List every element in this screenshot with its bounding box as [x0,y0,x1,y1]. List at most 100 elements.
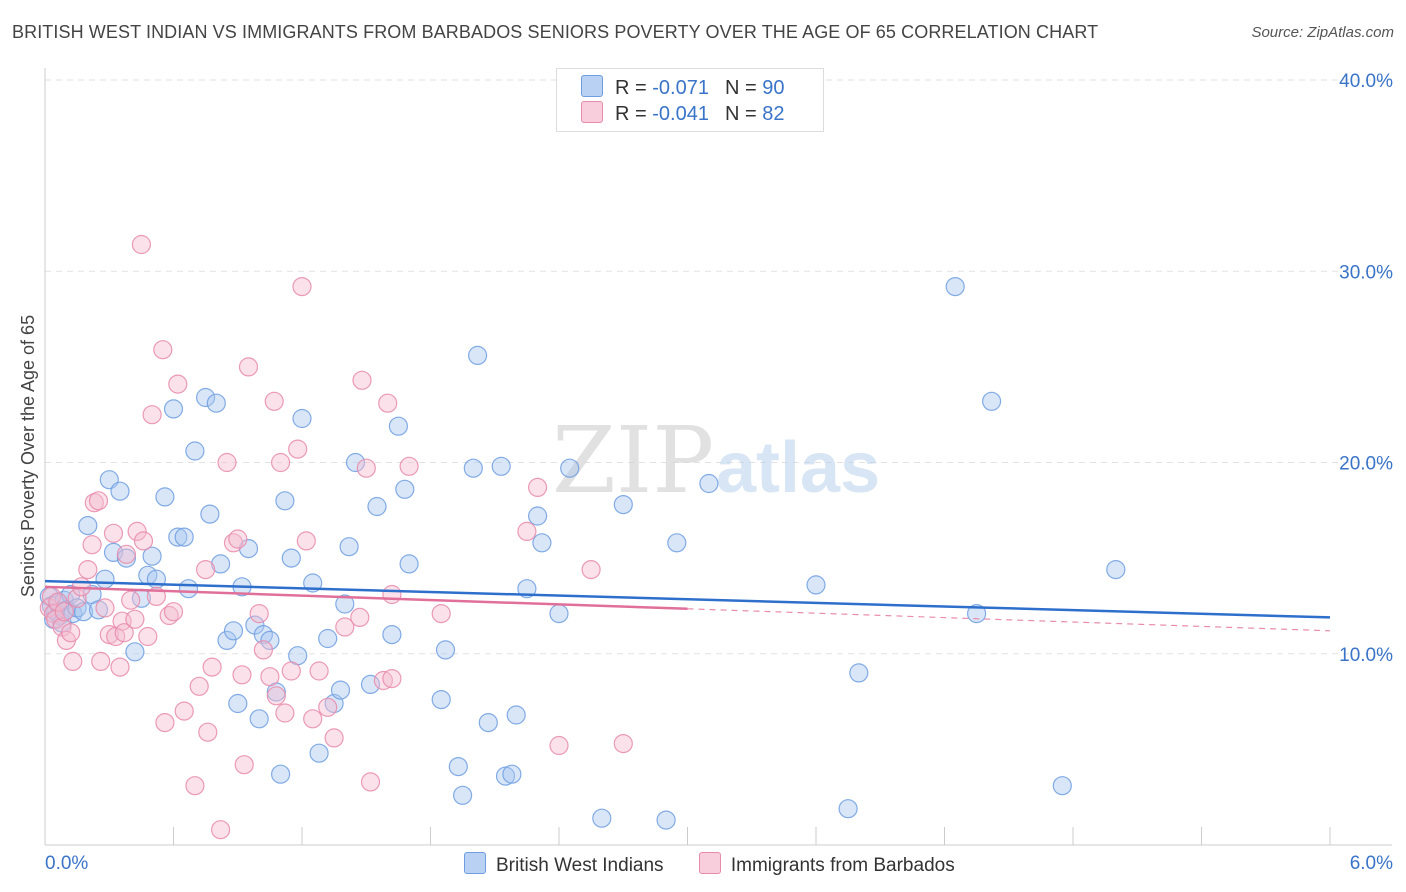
data-point [292,277,312,297]
data-point [382,668,402,689]
series-legend: British West Indians Immigrants from Bar… [464,852,985,877]
data-point [63,651,83,672]
data-point [110,657,130,677]
data-point [266,686,286,706]
data-point [468,345,488,365]
data-point [91,651,111,672]
data-point [202,657,222,677]
data-point [356,458,376,478]
data-point [217,452,237,473]
data-point [532,533,552,553]
data-point [560,458,580,478]
x-tick-labels: 0.0% 6.0% [45,853,1393,874]
data-point [491,456,511,476]
data-point [527,477,548,497]
data-point [200,504,220,524]
r-value-blue: -0.071 [652,77,709,99]
data-point [253,640,273,660]
y-tick-label: 30.0% [1339,262,1393,283]
y-tick-labels: 10.0% 20.0% 30.0% 40.0% [1339,71,1393,666]
data-point [228,693,248,714]
n-value-pink: 82 [762,103,785,125]
data-point [699,473,719,494]
data-point [945,277,965,297]
data-point [318,697,338,717]
legend-swatch-blue [464,852,486,874]
data-point [478,712,498,733]
data-point [264,391,284,411]
data-point [324,728,344,748]
data-point [613,733,633,754]
trend-line-immigrants-from-barbados-extension [687,608,1331,632]
data-point [163,602,184,622]
data-point [966,603,987,624]
data-point [395,479,415,499]
data-point [309,661,329,681]
data-point [448,756,468,777]
data-point [453,785,473,805]
legend-item-immigrants-from-barbados[interactable]: Immigrants from Barbados [698,852,955,877]
data-point [339,537,359,557]
data-point [196,387,216,408]
legend-item-british-west-indians[interactable]: British West Indians [464,852,664,877]
data-point [303,709,323,729]
data-point [142,405,162,425]
data-point [431,603,451,624]
data-point [131,234,151,255]
stats-row-british-west-indians: R = -0.071 N = 90 [581,75,784,101]
data-point [198,722,218,742]
data-point [502,764,522,784]
data-point [335,617,355,637]
data-point [981,391,1002,411]
data-point [838,799,858,819]
data-point [350,607,370,628]
data-point [378,393,398,413]
data-point [196,559,216,580]
data-point [48,592,68,612]
data-point [211,554,231,574]
data-point [367,496,387,517]
data-point [318,628,338,649]
data-point [292,408,312,429]
data-point [138,626,158,647]
data-point [78,559,98,580]
trend-lines [44,579,1331,632]
data-point [382,584,402,605]
data-point [206,393,226,413]
data-point [189,676,209,696]
data-point [288,439,308,459]
data-point [185,776,205,796]
data-point [345,452,366,473]
data-point [309,743,329,763]
legend-swatch-pink [581,101,603,123]
data-point [217,630,237,651]
data-point [281,661,301,681]
data-point [382,624,402,645]
watermark-atlas: atlas [716,428,880,508]
axes [44,68,1392,846]
data-point [103,523,124,543]
data-point [155,487,175,507]
data-point [592,808,612,828]
data-point [88,491,109,511]
data-point [399,554,419,574]
data-point [95,569,115,589]
data-point [95,598,115,618]
data-point [249,709,269,729]
data-point [656,810,676,830]
data-point [127,521,147,542]
data-point [238,357,259,377]
data-point [667,533,687,553]
data-point [82,535,102,555]
data-point [163,399,184,419]
data-point [399,456,419,476]
data-point [232,665,252,685]
legend-swatch-blue [581,75,603,97]
data-point [174,527,194,547]
data-point [463,458,483,478]
watermark: ZIP atlas [552,407,880,514]
data-point [271,452,291,473]
data-point [228,529,248,549]
data-point [153,340,173,360]
